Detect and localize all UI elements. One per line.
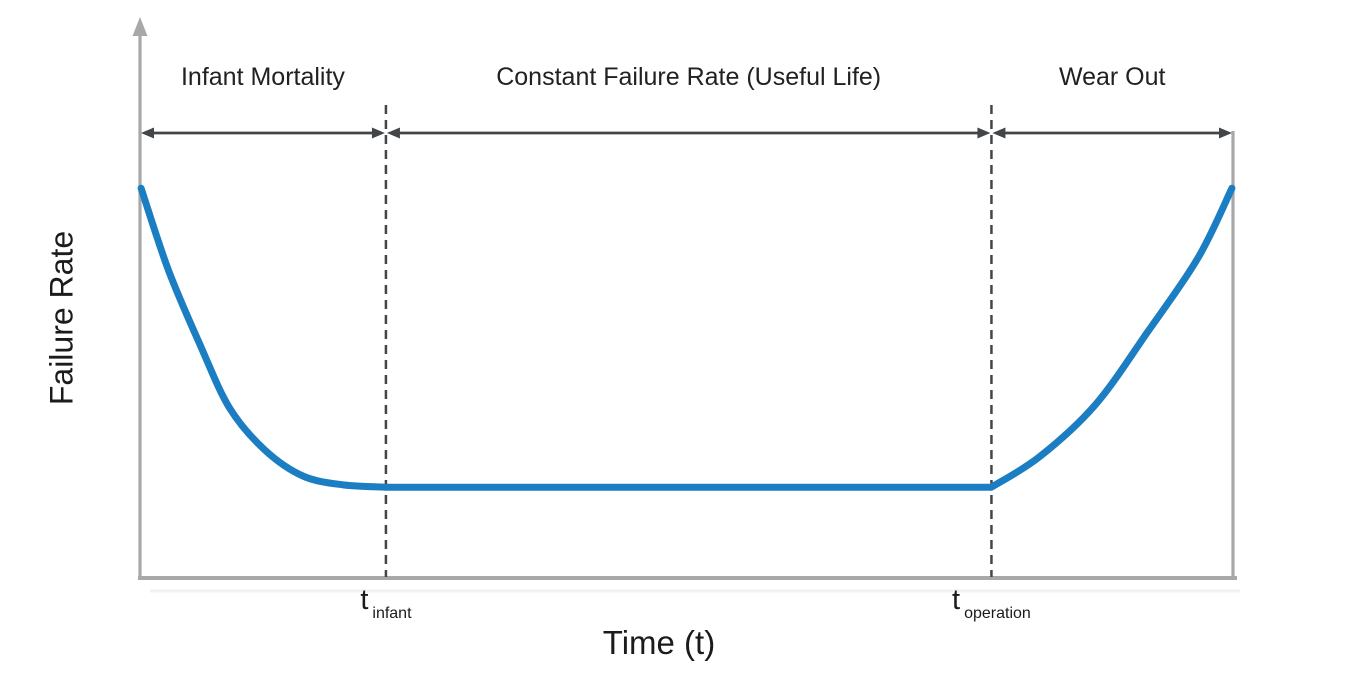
arrowhead-left-icon	[992, 127, 1006, 139]
t-operation-base: t	[952, 584, 961, 616]
x-axis-label: Time (t)	[602, 624, 716, 661]
region-label-infant-mortality: Infant Mortality	[180, 63, 345, 91]
t-infant-base: t	[360, 584, 369, 616]
t-operation-subscript: operation	[964, 605, 1031, 622]
y-axis-label: Failure Rate	[43, 230, 80, 406]
y-axis-arrowhead-icon	[132, 17, 148, 36]
arrowhead-right-icon	[977, 127, 991, 139]
arrowhead-left-icon	[141, 127, 154, 139]
region-label-constant-failure-rate: Constant Failure Rate (Useful Life)	[496, 63, 882, 91]
t-infant-marker: t infant	[360, 584, 411, 622]
arrowhead-right-icon	[371, 127, 385, 139]
arrowhead-right-icon	[1219, 127, 1232, 139]
t-operation-marker: t operation	[952, 584, 1031, 622]
t-infant-subscript: infant	[372, 605, 412, 622]
failure-rate-curve	[137, 184, 1236, 491]
arrowhead-left-icon	[386, 127, 400, 139]
region-label-wear-out: Wear Out	[1058, 63, 1166, 91]
